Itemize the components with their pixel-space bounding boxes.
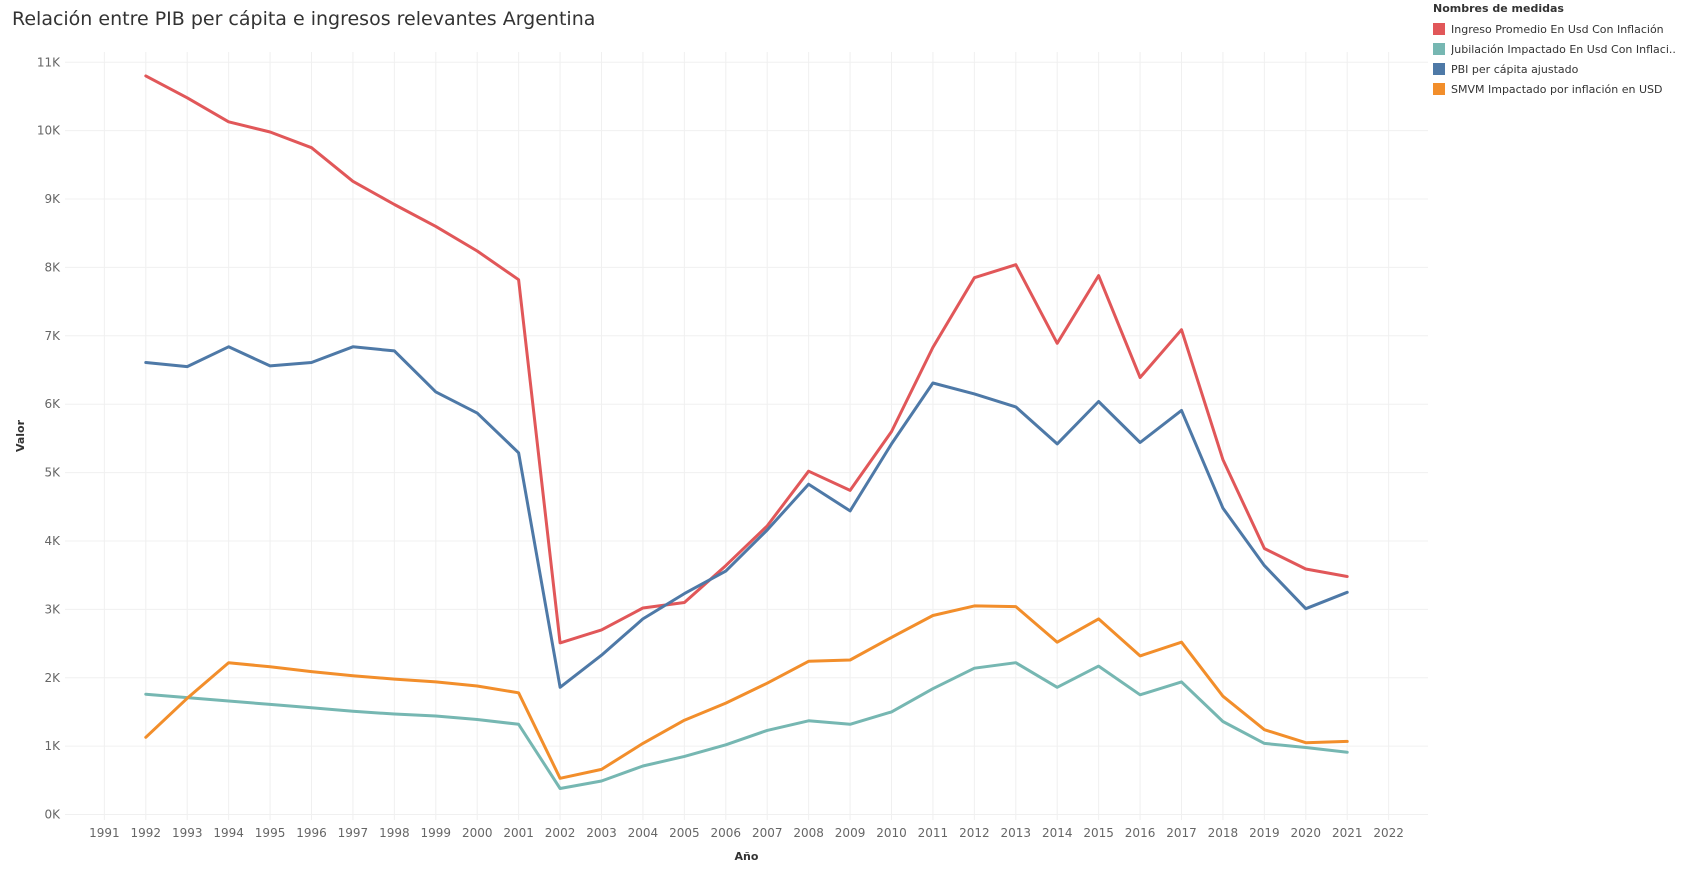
x-tick-label: 1999: [421, 826, 452, 840]
series-line-pbi[interactable]: [144, 345, 1349, 689]
x-tick-label: 1993: [172, 826, 203, 840]
x-tick-label: 2016: [1125, 826, 1156, 840]
series-line-ingreso[interactable]: [144, 74, 1349, 645]
series-line-jubilacion[interactable]: [144, 661, 1349, 790]
x-tick-label: 2000: [462, 826, 493, 840]
x-tick-label: 1996: [296, 826, 327, 840]
y-tick-label: 6K: [44, 397, 61, 411]
x-tick-label: 2020: [1291, 826, 1322, 840]
x-tick-label: 1991: [89, 826, 120, 840]
x-tick-label: 2008: [793, 826, 824, 840]
y-tick-label: 1K: [44, 739, 61, 753]
x-tick-label: 2003: [586, 826, 617, 840]
x-tick-label: 2006: [711, 826, 742, 840]
x-tick-label: 2007: [752, 826, 783, 840]
x-tick-label: 2011: [918, 826, 949, 840]
legend-title: Nombres de medidas: [1433, 2, 1564, 15]
x-axis-ticks: 1991 1992 1993 1994 1995 1996 1997 1998 1999 2000…: [89, 826, 1404, 840]
x-tick-label: 2015: [1083, 826, 1114, 840]
y-tick-label: 3K: [44, 602, 61, 616]
x-axis-title: Año: [735, 850, 759, 863]
x-tick-label: 2019: [1249, 826, 1280, 840]
x-tick-label: 2017: [1166, 826, 1197, 840]
y-tick-label: 2K: [44, 671, 61, 685]
legend-item-jubilacion[interactable]: Jubilación Impactado En Usd Con Inflaci.…: [1433, 39, 1703, 59]
y-axis-title: Valor: [14, 419, 27, 452]
x-tick-label: 2002: [545, 826, 576, 840]
x-tick-label: 2022: [1373, 826, 1404, 840]
x-tick-label: 2004: [628, 826, 659, 840]
x-tick-label: 2005: [669, 826, 700, 840]
x-tick-label: 2001: [503, 826, 534, 840]
y-tick-label: 8K: [44, 260, 61, 274]
chart-title: Relación entre PIB per cápita e ingresos…: [12, 8, 596, 30]
legend-item-ingreso[interactable]: Ingreso Promedio En Usd Con Inflación: [1433, 19, 1703, 39]
legend-item-pbi[interactable]: PBI per cápita ajustado: [1433, 59, 1703, 79]
legend-swatch-pbi: [1433, 63, 1445, 75]
y-tick-label: 4K: [44, 534, 61, 548]
grid: [65, 52, 1428, 820]
x-tick-label: 2018: [1208, 826, 1239, 840]
legend: Nombres de medidas Ingreso Promedio En U…: [1433, 2, 1703, 99]
x-tick-label: 2014: [1042, 826, 1073, 840]
x-tick-label: 1997: [338, 826, 369, 840]
legend-item-smvm[interactable]: SMVM Impactado por inflación en USD: [1433, 79, 1703, 99]
series-line-smvm[interactable]: [144, 604, 1349, 780]
y-axis-ticks: 0K 1K 2K 3K 4K 5K 6K 7K 8K 9K 10K 11K: [37, 55, 61, 821]
series-layer: [144, 74, 1349, 790]
legend-swatch-smvm: [1433, 83, 1445, 95]
y-tick-label: 10K: [37, 124, 61, 138]
x-tick-label: 2012: [959, 826, 990, 840]
x-tick-label: 1995: [255, 826, 286, 840]
y-tick-label: 7K: [44, 329, 61, 343]
x-tick-label: 2009: [835, 826, 866, 840]
y-tick-label: 11K: [37, 55, 61, 69]
y-tick-label: 5K: [44, 466, 61, 480]
y-tick-label: 9K: [44, 192, 61, 206]
x-tick-label: 1992: [131, 826, 162, 840]
x-tick-label: 2021: [1332, 826, 1363, 840]
x-tick-label: 2013: [1001, 826, 1032, 840]
x-tick-label: 2010: [876, 826, 907, 840]
legend-swatch-ingreso: [1433, 23, 1445, 35]
x-tick-label: 1998: [379, 826, 410, 840]
y-tick-label: 0K: [44, 808, 61, 822]
x-tick-label: 1994: [213, 826, 244, 840]
legend-swatch-jubilacion: [1433, 43, 1445, 55]
